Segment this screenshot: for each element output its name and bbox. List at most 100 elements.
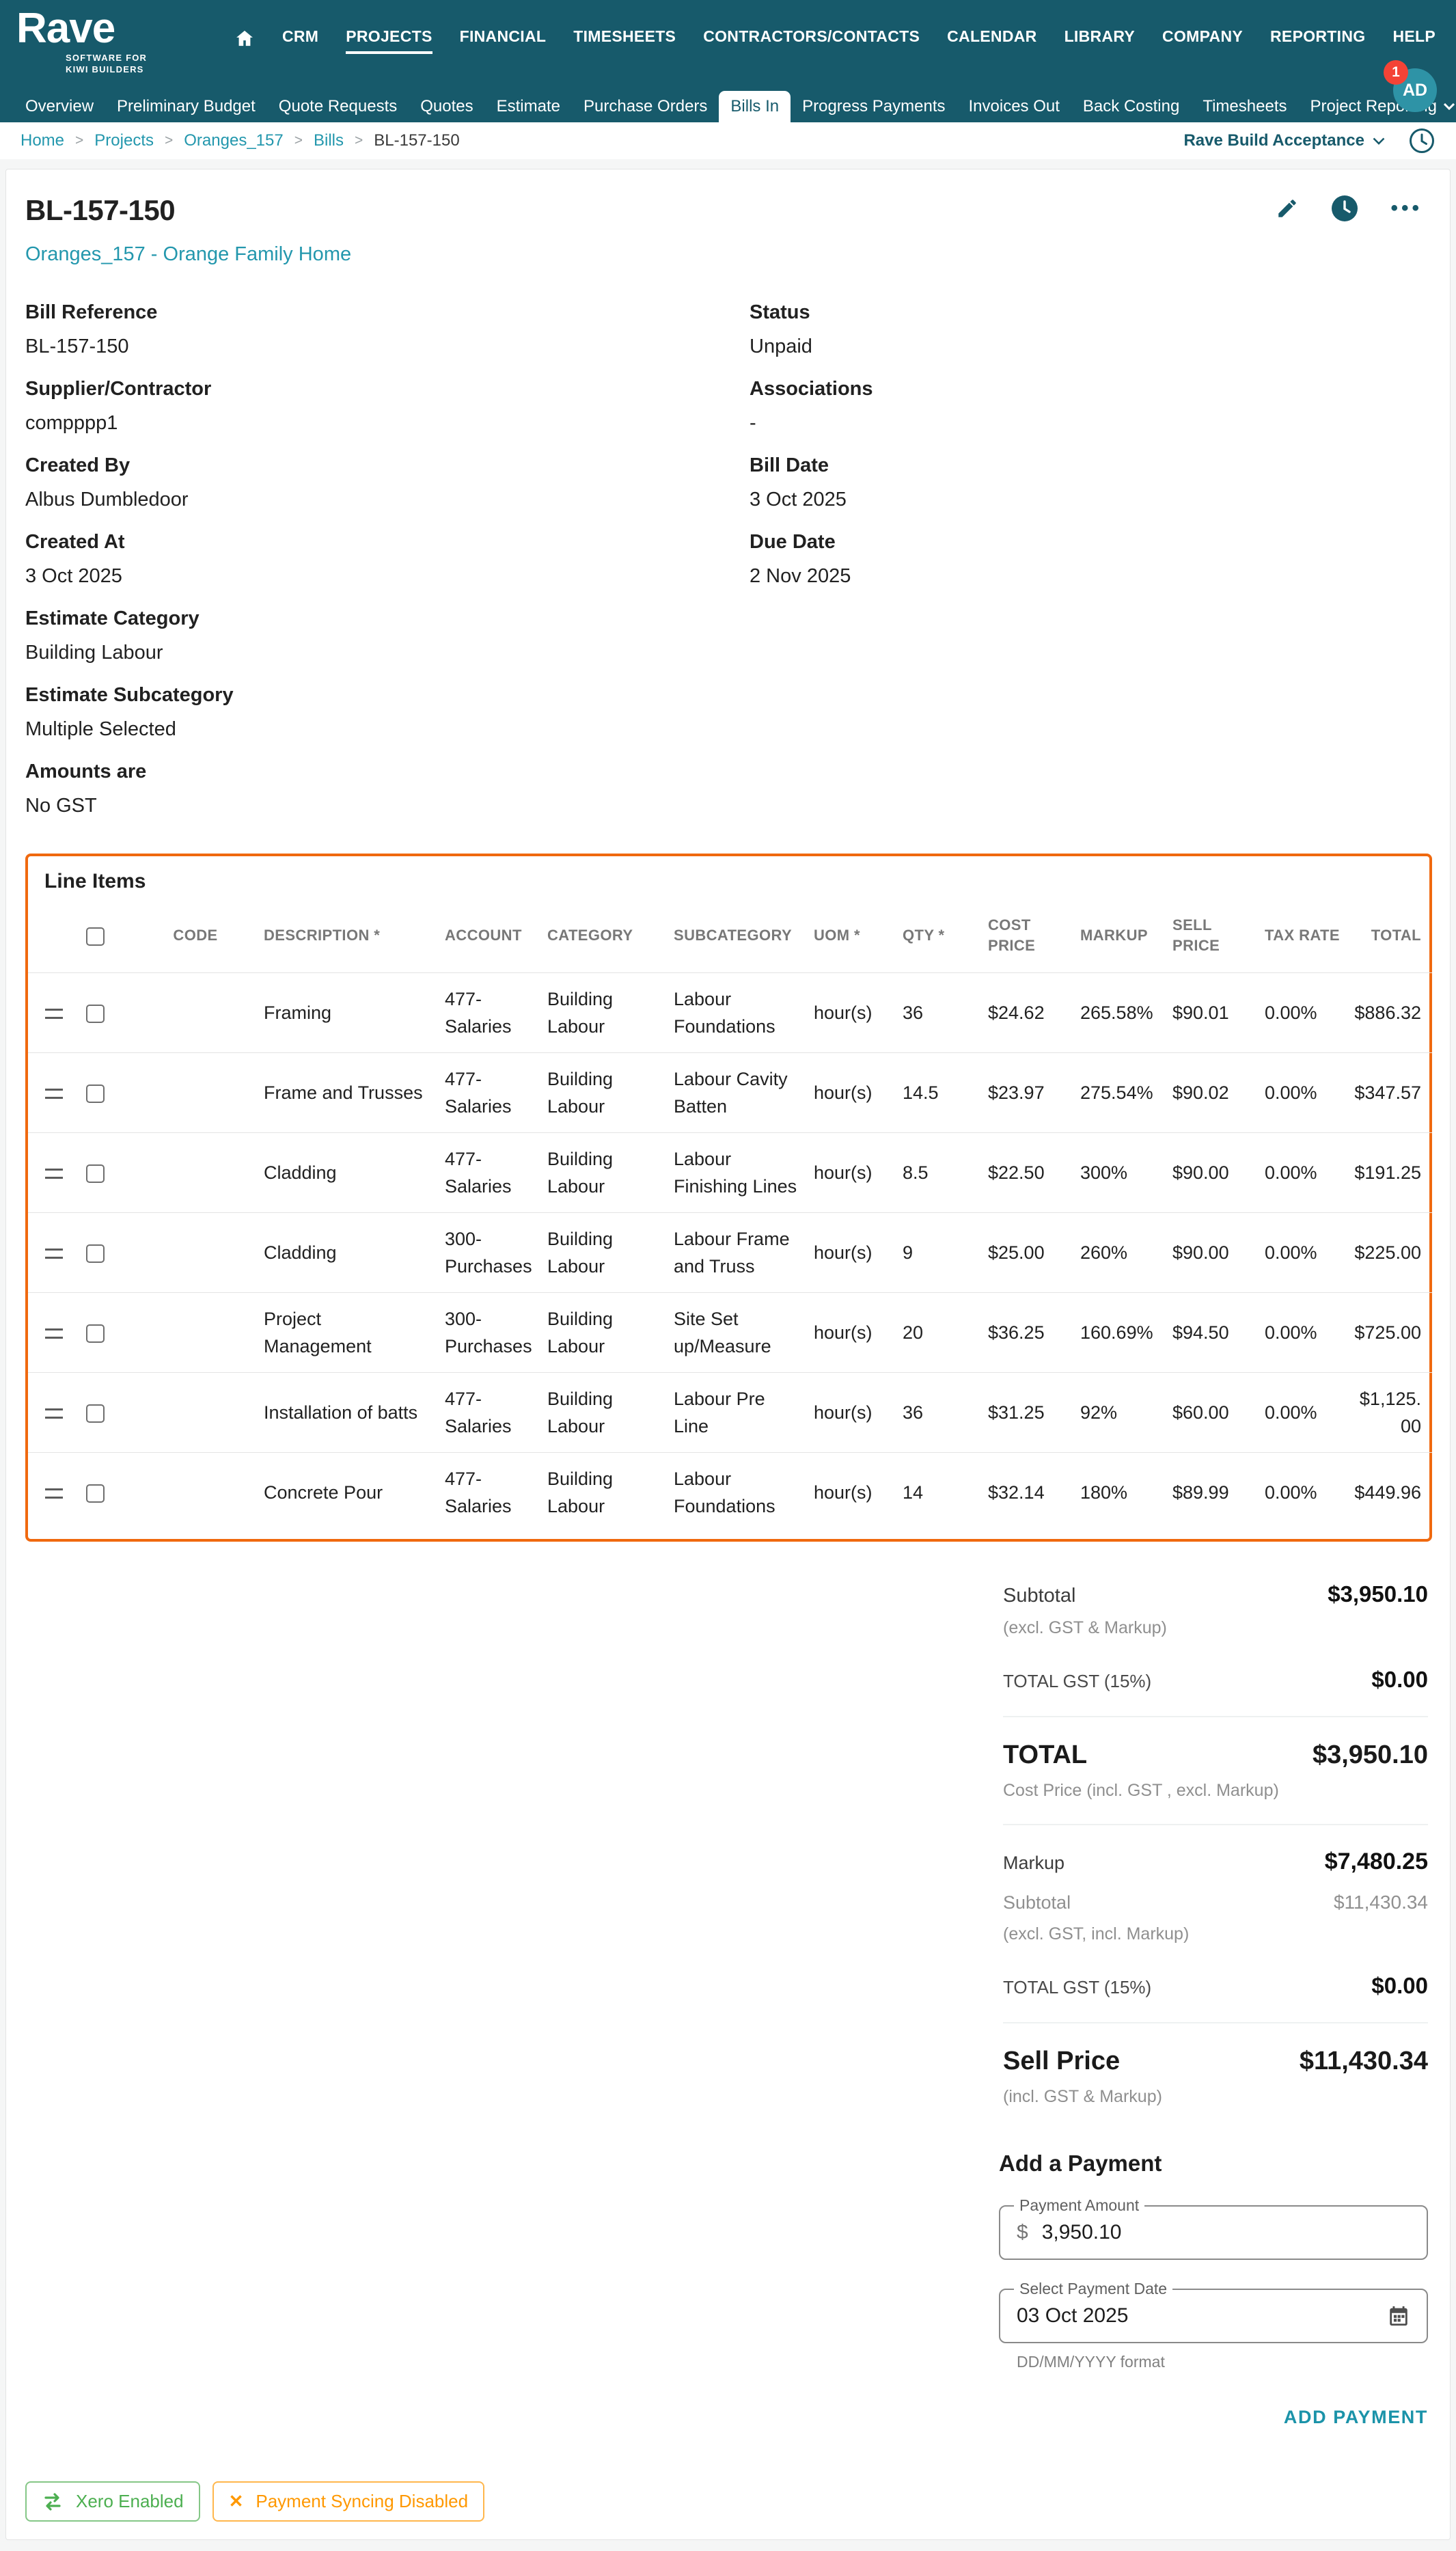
cell-qty: 9: [896, 1212, 981, 1293]
cell-markup: 160.69%: [1073, 1292, 1166, 1373]
payment-date-field[interactable]: Select Payment Date: [999, 2280, 1428, 2343]
history-clock-icon[interactable]: [1408, 127, 1436, 154]
nav-calendar[interactable]: CALENDAR: [947, 27, 1037, 45]
cell-total: $886.32: [1347, 972, 1432, 1053]
row-checkbox[interactable]: [86, 1244, 105, 1264]
home-icon[interactable]: [234, 27, 255, 57]
row-checkbox[interactable]: [86, 1164, 105, 1184]
cell-uom: hour(s): [807, 972, 896, 1053]
tab-quote-requests[interactable]: Quote Requests: [278, 97, 398, 115]
cell-account: 300-Purchases: [438, 1292, 540, 1373]
rave-logo[interactable]: Rave SOFTWARE FOR KIWI BUILDERS: [16, 0, 147, 91]
tab-invoices-out[interactable]: Invoices Out: [968, 97, 1060, 115]
cell-description: Installation of batts: [257, 1372, 438, 1453]
logo-wordmark: Rave: [16, 5, 115, 52]
drag-handle-icon[interactable]: [44, 1488, 63, 1499]
col-tax-rate: TAX RATE: [1265, 927, 1340, 944]
payment-amount-field[interactable]: Payment Amount $: [999, 2196, 1428, 2260]
drag-handle-icon[interactable]: [44, 1249, 63, 1259]
avatar-initials: AD: [1393, 68, 1437, 112]
calendar-icon[interactable]: [1387, 2304, 1410, 2328]
drag-handle-icon[interactable]: [44, 1089, 63, 1099]
subtotal2-value: $11,430.34: [1333, 1892, 1428, 1913]
cell-account: 477-Salaries: [438, 1052, 540, 1133]
cell-markup: 265.58%: [1073, 972, 1166, 1053]
more-options-icon[interactable]: •••: [1390, 197, 1423, 219]
tab-preliminary-budget[interactable]: Preliminary Budget: [117, 97, 256, 115]
nav-financial[interactable]: FINANCIAL: [459, 27, 547, 45]
field-label: Created At: [25, 531, 125, 553]
subtotal2-caption: (excl. GST, incl. Markup): [1003, 1924, 1190, 1943]
tab-timesheets[interactable]: Timesheets: [1203, 97, 1287, 115]
markup-label: Markup: [1003, 1853, 1065, 1873]
select-all-checkbox[interactable]: [86, 927, 105, 946]
nav-timesheets[interactable]: TIMESHEETS: [573, 27, 676, 45]
field-value: 3 Oct 2025: [25, 565, 122, 587]
cell-subcategory: Labour Foundations: [667, 1452, 807, 1532]
row-checkbox[interactable]: [86, 1324, 105, 1343]
row-checkbox[interactable]: [86, 1084, 105, 1104]
cell-tax-rate: 0.00%: [1258, 1292, 1347, 1373]
cell-category: Building Labour: [540, 1452, 667, 1532]
nav-library[interactable]: LIBRARY: [1064, 27, 1136, 45]
cell-markup: 92%: [1073, 1372, 1166, 1453]
nav-projects[interactable]: PROJECTS: [346, 27, 432, 54]
breadcrumb-project[interactable]: Oranges_157: [184, 131, 284, 150]
drag-handle-icon[interactable]: [44, 1328, 63, 1339]
acceptance-stage-dropdown[interactable]: Rave Build Acceptance: [1183, 131, 1385, 150]
cell-account: 477-Salaries: [438, 1132, 540, 1213]
payment-date-input[interactable]: [1017, 2304, 1387, 2328]
tab-quotes[interactable]: Quotes: [420, 97, 473, 115]
tab-estimate[interactable]: Estimate: [496, 97, 560, 115]
tab-progress-payments[interactable]: Progress Payments: [802, 97, 946, 115]
drag-handle-icon[interactable]: [44, 1009, 63, 1019]
row-checkbox[interactable]: [86, 1005, 105, 1024]
cell-category: Building Labour: [540, 1132, 667, 1213]
drag-handle-icon[interactable]: [44, 1408, 63, 1419]
project-link[interactable]: Oranges_157 - Orange Family Home: [25, 243, 352, 265]
user-avatar[interactable]: AD 1: [1384, 60, 1437, 112]
tab-overview[interactable]: Overview: [25, 97, 94, 115]
subtotal-value: $3,950.10: [1328, 1581, 1428, 1607]
cell-qty: 36: [896, 972, 981, 1053]
drag-handle-icon[interactable]: [44, 1169, 63, 1179]
field-value: compppp1: [25, 412, 118, 434]
cell-uom: hour(s): [807, 1292, 896, 1373]
nav-help[interactable]: HELP: [1392, 27, 1436, 45]
cell-qty: 8.5: [896, 1132, 981, 1213]
cell-uom: hour(s): [807, 1372, 896, 1453]
add-payment-button[interactable]: ADD PAYMENT: [1283, 2407, 1428, 2427]
field-value: 2 Nov 2025: [750, 565, 851, 587]
payment-syncing-label: Payment Syncing Disabled: [256, 2491, 469, 2511]
breadcrumb-home[interactable]: Home: [20, 131, 65, 150]
divider: [1003, 1824, 1428, 1825]
divider: [1003, 2022, 1428, 2023]
audit-clock-icon[interactable]: [1330, 194, 1359, 223]
col-qty: QTY *: [903, 927, 945, 944]
row-checkbox[interactable]: [86, 1404, 105, 1423]
payment-amount-input[interactable]: [1041, 2221, 1410, 2244]
xero-enabled-badge: Xero Enabled: [25, 2481, 200, 2522]
nav-company[interactable]: COMPANY: [1162, 27, 1244, 45]
nav-reporting[interactable]: REPORTING: [1270, 27, 1366, 45]
cell-uom: hour(s): [807, 1452, 896, 1532]
tab-purchase-orders[interactable]: Purchase Orders: [583, 97, 708, 115]
subtotal-label: Subtotal: [1003, 1585, 1076, 1607]
breadcrumb-projects[interactable]: Projects: [94, 131, 154, 150]
breadcrumb-separator: >: [355, 133, 363, 148]
subtotal-caption: (excl. GST & Markup): [1003, 1618, 1167, 1637]
cell-code: [134, 1292, 257, 1373]
edit-pencil-icon[interactable]: [1276, 197, 1299, 220]
row-checkbox[interactable]: [86, 1484, 105, 1503]
tab-bills-in[interactable]: Bills In: [719, 91, 791, 122]
nav-crm[interactable]: CRM: [281, 27, 319, 45]
gst-label: TOTAL GST (15%): [1003, 1671, 1152, 1691]
details-left-column: Bill Reference BL-157-150 Supplier/Contra…: [25, 300, 750, 836]
tab-back-costing[interactable]: Back Costing: [1082, 97, 1180, 115]
breadcrumb-bills[interactable]: Bills: [313, 131, 344, 150]
line-item-row: Frame and Trusses 477-Salaries Building …: [28, 1052, 1432, 1133]
cell-markup: 300%: [1073, 1132, 1166, 1213]
nav-contractors-contacts[interactable]: CONTRACTORS/CONTACTS: [703, 27, 920, 45]
bill-details: Bill Reference BL-157-150 Supplier/Contra…: [25, 300, 1432, 836]
cell-sell-price: $90.00: [1166, 1212, 1258, 1293]
